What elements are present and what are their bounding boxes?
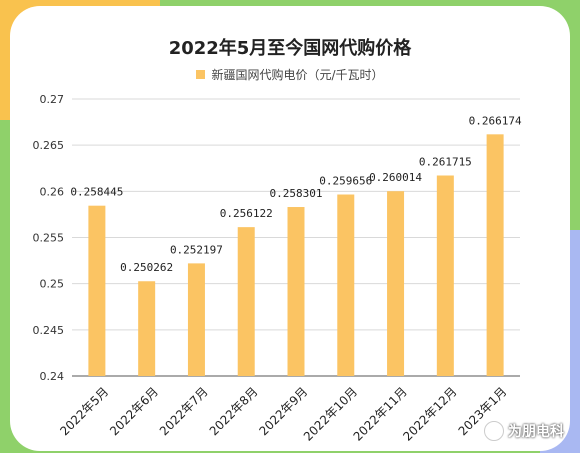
data-label: 0.260014 bbox=[369, 171, 422, 184]
x-tick-label: 2022年9月 bbox=[256, 384, 310, 438]
data-label: 0.259656 bbox=[319, 175, 372, 188]
x-tick-label: 2022年5月 bbox=[57, 384, 111, 438]
data-label: 0.258301 bbox=[270, 187, 323, 200]
bar bbox=[237, 227, 255, 376]
y-tick-label: 0.255 bbox=[33, 232, 65, 245]
data-label: 0.256122 bbox=[220, 207, 273, 220]
x-tick-label: 2022年12月 bbox=[400, 384, 459, 443]
bar bbox=[187, 263, 205, 376]
bar bbox=[486, 134, 504, 376]
wechat-icon bbox=[484, 421, 504, 441]
y-tick-label: 0.245 bbox=[33, 324, 65, 337]
y-tick-label: 0.24 bbox=[40, 370, 65, 383]
bar bbox=[287, 207, 305, 376]
watermark-text: 为朋电科 bbox=[508, 424, 564, 440]
legend: 新疆国网代购电价（元/千瓦时） bbox=[0, 66, 580, 83]
data-label: 0.250262 bbox=[120, 261, 173, 274]
y-tick-label: 0.27 bbox=[40, 93, 65, 106]
data-label: 0.258445 bbox=[70, 186, 123, 199]
chart-title: 2022年5月至今国网代购价格 bbox=[168, 38, 412, 59]
y-tick-label: 0.25 bbox=[40, 278, 65, 291]
legend-label: 新疆国网代购电价（元/千瓦时） bbox=[211, 68, 384, 82]
bar bbox=[337, 194, 355, 376]
y-tick-label: 0.26 bbox=[40, 185, 65, 198]
y-tick-label: 0.265 bbox=[33, 139, 65, 152]
legend-swatch bbox=[196, 70, 206, 79]
watermark: 为朋电科 bbox=[484, 420, 564, 442]
x-tick-label: 2022年6月 bbox=[107, 384, 161, 438]
bar bbox=[88, 205, 106, 376]
bar bbox=[436, 175, 454, 376]
x-tick-label: 2022年7月 bbox=[157, 384, 211, 438]
bar bbox=[387, 191, 405, 376]
data-label: 0.261715 bbox=[419, 155, 472, 168]
bar bbox=[138, 281, 156, 376]
data-label: 0.252197 bbox=[170, 243, 223, 256]
x-tick-label: 2022年8月 bbox=[207, 384, 261, 438]
data-label: 0.266174 bbox=[469, 114, 522, 127]
